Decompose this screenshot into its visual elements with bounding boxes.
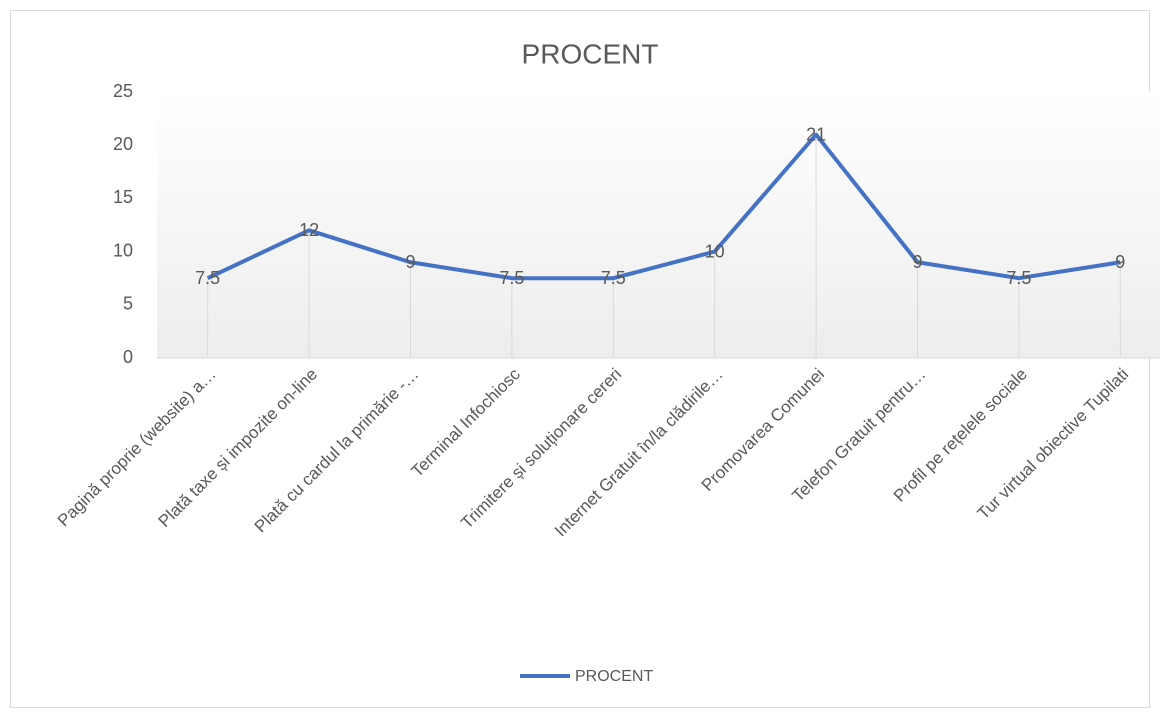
plot-area [157,92,1160,358]
data-label: 21 [806,124,826,144]
data-label: 9 [405,252,415,272]
series-line [206,132,1121,281]
data-label: 12 [299,220,319,240]
y-tick-label: 10 [113,240,133,260]
chart-title: PROCENT [522,38,659,69]
y-tick-label: 0 [123,347,133,367]
y-tick-label: 15 [113,187,133,207]
y-tick-label: 20 [113,134,133,154]
data-label: 10 [705,241,725,261]
data-label: 9 [1115,252,1125,272]
data-label: 7.5 [1006,268,1031,288]
y-tick-label: 5 [123,294,133,314]
legend-label: PROCENT [575,668,653,685]
data-label: 7.5 [195,268,220,288]
data-label: 7.5 [601,268,626,288]
y-tick-label: 25 [113,81,133,101]
data-label: 9 [912,252,922,272]
data-label: 7.5 [499,268,524,288]
